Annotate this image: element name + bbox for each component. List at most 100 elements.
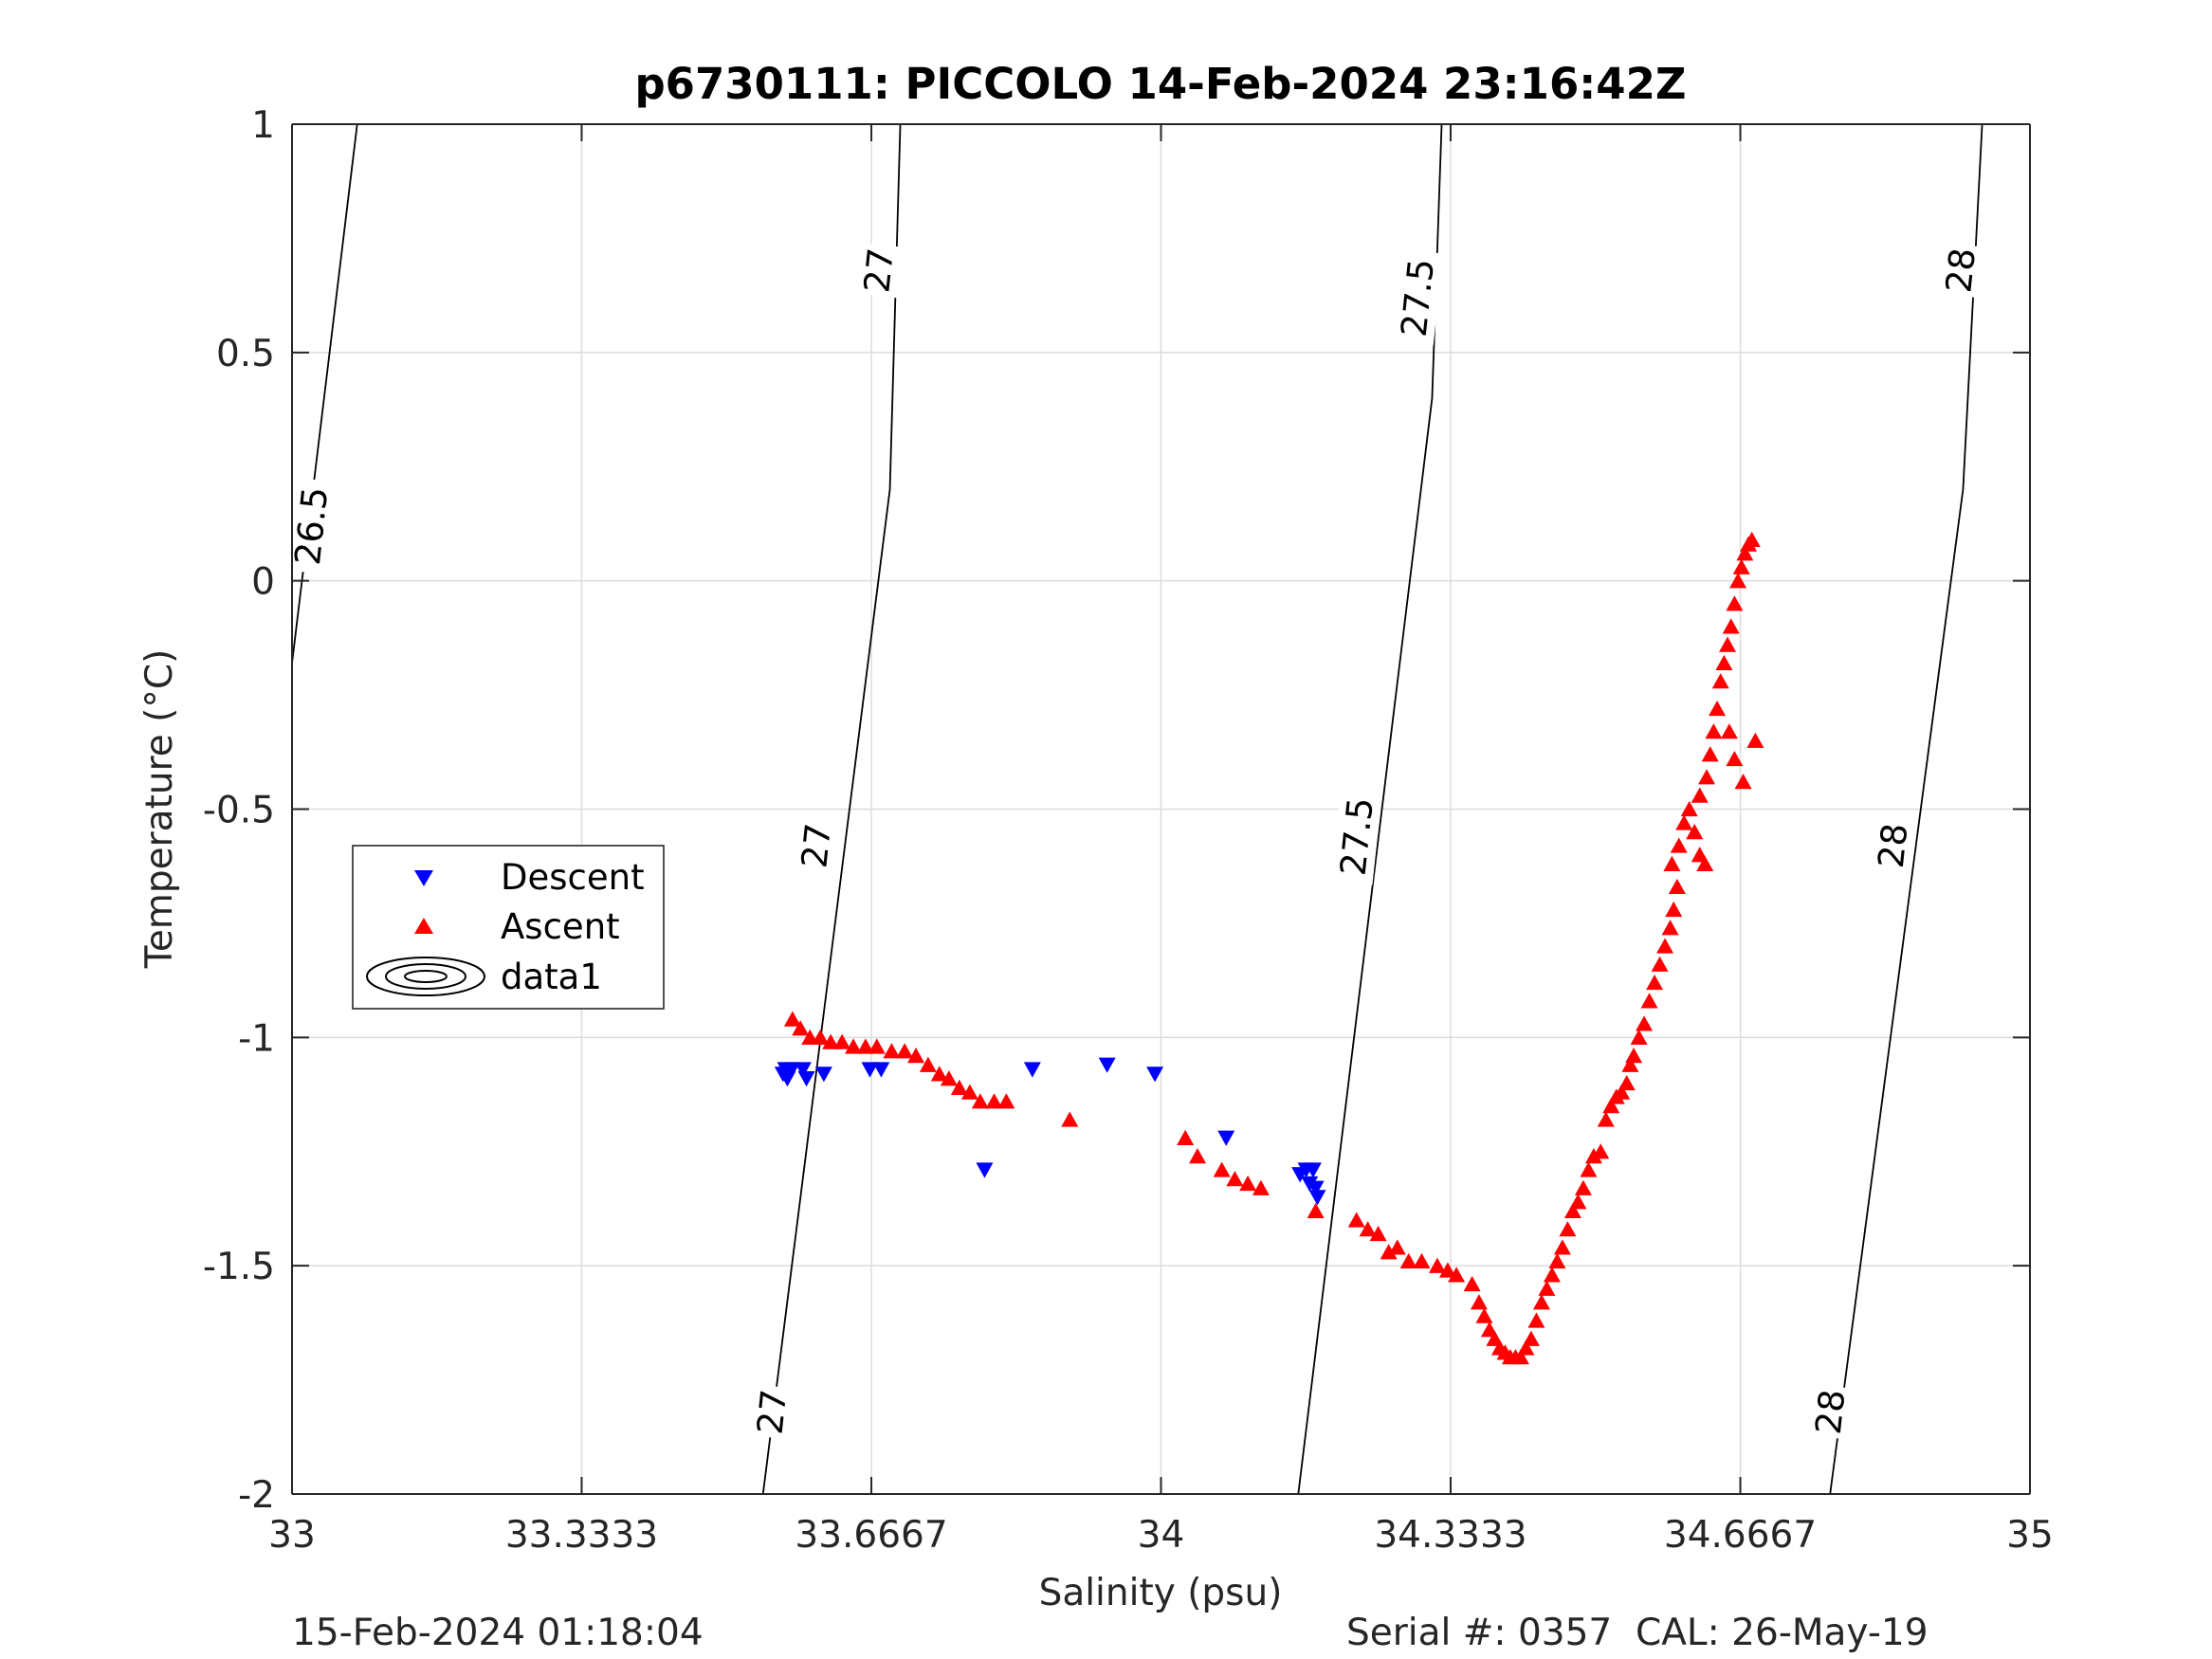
ascent-point — [1602, 1098, 1620, 1114]
ascent-point — [1746, 732, 1764, 748]
ascent-point — [783, 1011, 801, 1027]
ascent-point — [1527, 1312, 1545, 1328]
y-axis-label: Temperature (°C) — [138, 649, 181, 970]
ascent-point — [1548, 1252, 1566, 1268]
x-tick-label: 34.3333 — [1374, 1514, 1526, 1557]
ascent-point — [1686, 824, 1704, 840]
ascent-point — [1188, 1148, 1206, 1164]
ascent-point — [1636, 1015, 1654, 1031]
ascent-point — [1448, 1267, 1466, 1283]
ascent-point — [1563, 1202, 1581, 1219]
contour-label: 28 — [1871, 821, 1916, 869]
ascent-point — [1618, 1074, 1636, 1091]
ascent-point — [985, 1093, 1003, 1109]
x-tick-label: 35 — [2006, 1514, 2054, 1557]
ascent-point — [1729, 573, 1747, 589]
x-axis-label: Salinity (psu) — [1039, 1572, 1283, 1614]
chart-title: p6730111: PICCOLO 14-Feb-2024 23:16:42Z — [634, 59, 1686, 109]
contour-line-28 — [1829, 124, 1983, 1494]
ascent-point — [997, 1093, 1015, 1109]
ascent-point — [883, 1043, 901, 1059]
contour-label-background — [854, 242, 903, 299]
contour-label-background — [1806, 1384, 1854, 1440]
descent-point — [1023, 1062, 1041, 1078]
ascent-point — [1621, 1056, 1639, 1072]
contour-label-group: 27 — [748, 1384, 795, 1440]
density-contours — [292, 124, 1983, 1494]
ascent-point — [1413, 1252, 1431, 1268]
ascent-point — [1388, 1239, 1406, 1255]
ascent-point — [1656, 938, 1674, 954]
contour-label-group: 28 — [1806, 1384, 1854, 1440]
contour-label-background — [748, 1384, 795, 1440]
ascent-point — [1709, 700, 1727, 717]
x-tick-label: 34.6667 — [1664, 1514, 1817, 1557]
ascent-point — [1670, 837, 1688, 853]
ascent-point — [1691, 787, 1709, 803]
ascent-point — [1553, 1239, 1571, 1255]
contour-label-group: 27 — [854, 242, 903, 299]
contour-label: 27 — [794, 821, 839, 869]
contour-label: 26.5 — [287, 485, 336, 567]
y-tick-label: 0 — [251, 561, 275, 604]
ascent-point — [896, 1043, 914, 1059]
legend-data1-label: data1 — [501, 957, 602, 997]
ascent-point — [1675, 814, 1693, 830]
descent-point — [976, 1162, 994, 1178]
x-tick-label: 33.6667 — [795, 1514, 947, 1557]
contour-label-group: 27.5 — [1391, 249, 1443, 347]
ascent-point — [1359, 1221, 1377, 1237]
contour-label-background — [1391, 249, 1443, 347]
descent-point — [861, 1062, 879, 1078]
legend-ascent-label: Ascent — [501, 906, 620, 947]
ascent-point — [1743, 531, 1761, 547]
ascent-point — [792, 1020, 810, 1036]
legend-ascent-marker-icon — [414, 918, 433, 934]
ascent-point — [1580, 1161, 1598, 1177]
ascent-point — [1734, 774, 1752, 790]
ascent-point — [1722, 618, 1740, 634]
descent-point — [1146, 1066, 1164, 1083]
ascent-point — [1522, 1330, 1540, 1346]
contour-label-background — [1869, 817, 1916, 874]
ascent-point — [1532, 1294, 1550, 1310]
ascent-point — [1517, 1340, 1535, 1356]
ascent-point — [1625, 1048, 1643, 1064]
ascent-point — [907, 1048, 925, 1064]
ascent-point — [1061, 1111, 1079, 1127]
x-tick-label: 33.3333 — [505, 1514, 658, 1557]
descent-point — [774, 1066, 792, 1083]
ascent-point — [1726, 595, 1744, 611]
ascent-point — [833, 1033, 851, 1049]
ascent-point — [1438, 1262, 1456, 1278]
ascent-point — [1177, 1129, 1195, 1145]
contour-line-27 — [761, 124, 902, 1494]
ascent-point — [1226, 1171, 1244, 1187]
ascent-point — [960, 1084, 978, 1100]
contour-label-group: 27.5 — [1330, 788, 1382, 885]
y-tick-label: -2 — [238, 1474, 275, 1517]
ascent-point — [1646, 974, 1664, 991]
descent-point — [814, 1066, 832, 1083]
ascent-point — [1399, 1252, 1417, 1268]
footer-serial-cal: Serial #: 0357 CAL: 26-May-19 — [1346, 1612, 1929, 1654]
ascent-point — [940, 1070, 958, 1086]
axis-ticks: 33 33.3333 33.6667 34 34.3333 34.6667 35 -2 -1.5… — [203, 104, 2054, 1557]
ascent-point — [1369, 1225, 1387, 1242]
ascent-point — [1475, 1307, 1493, 1323]
ascent-point — [1661, 920, 1679, 936]
y-tick-label: -0.5 — [203, 790, 275, 832]
ascent-point — [1307, 1202, 1325, 1219]
legend-descent-marker-icon — [414, 870, 433, 886]
ascent-point — [1701, 746, 1719, 762]
ascent-point — [1559, 1221, 1577, 1237]
contour-label: 28 — [1938, 246, 1983, 295]
ascent-point — [1569, 1194, 1587, 1210]
contour-label-background — [1936, 242, 1984, 299]
ascent-point — [1213, 1161, 1231, 1177]
ascent-point — [1651, 956, 1669, 972]
ascent-point — [1584, 1148, 1602, 1164]
x-tick-label: 33 — [268, 1514, 316, 1557]
descent-point — [794, 1062, 812, 1078]
descent-point — [797, 1071, 815, 1087]
